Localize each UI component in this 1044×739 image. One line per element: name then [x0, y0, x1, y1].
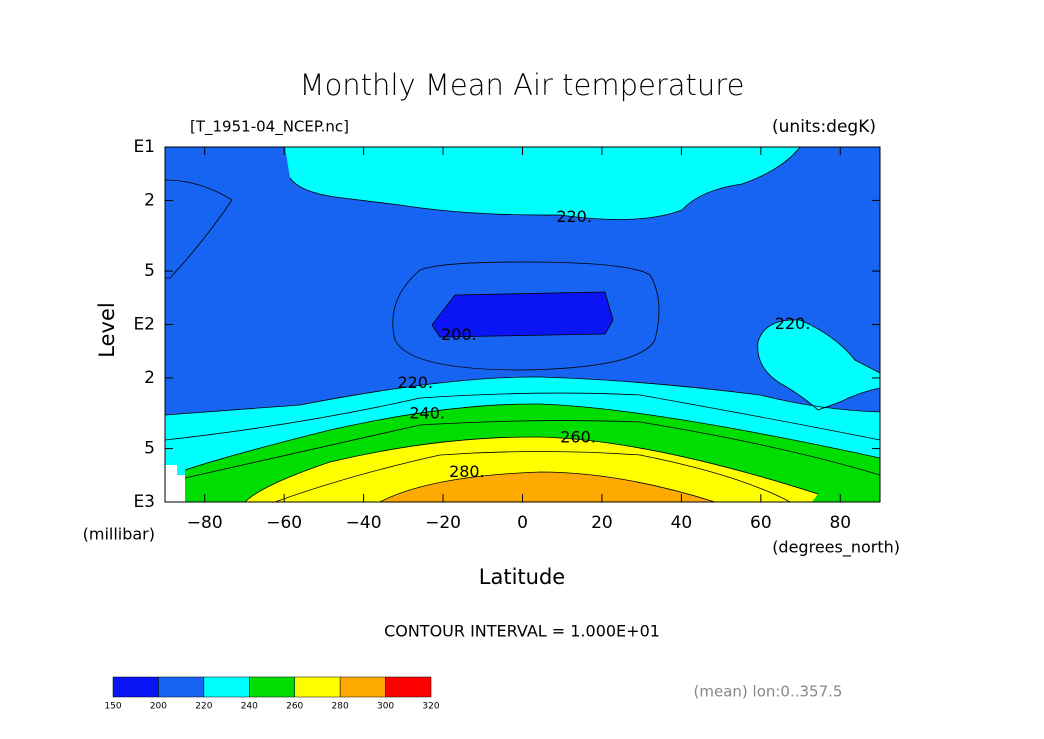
contour-line	[244, 436, 819, 503]
contour-region	[757, 319, 880, 410]
y-tick-label: E2	[133, 315, 155, 335]
contour-region	[432, 292, 613, 337]
contour-line	[164, 179, 233, 279]
contour-region	[245, 436, 818, 502]
colorbar-label: 150	[104, 702, 121, 712]
contour-line	[164, 392, 881, 441]
x-tick-label: 0	[517, 513, 528, 533]
colorbar-swatch	[158, 676, 205, 698]
x-tick-label: 80	[829, 513, 851, 533]
colorbar-swatch	[385, 676, 432, 698]
x-tick-label: 60	[750, 513, 772, 533]
contour-line	[164, 376, 881, 416]
y-tick-label: E3	[133, 492, 155, 512]
y-tick-label: E1	[133, 137, 155, 157]
colorbar-label: 320	[422, 702, 439, 712]
colorbar-label: 280	[332, 702, 349, 712]
x-tick-label: −40	[346, 513, 382, 533]
contour-region	[285, 147, 800, 220]
y-axis-label: Level	[95, 302, 119, 357]
contour-line	[289, 146, 801, 220]
x-tick-label: 20	[591, 513, 613, 533]
subtitle-right: (units:degK)	[772, 117, 876, 137]
x-tick-label: −20	[425, 513, 461, 533]
x-axis-label: Latitude	[479, 565, 565, 589]
note: (mean) lon:0..357.5	[694, 683, 843, 701]
contour-label: 200.	[441, 325, 477, 344]
colorbar-label: 220	[195, 702, 212, 712]
subtitle-left: [T_1951-04_NCEP.nc]	[190, 118, 349, 137]
x-units: (degrees_north)	[772, 538, 900, 558]
colorbar-swatch	[112, 676, 159, 698]
y-tick-label: 2	[144, 368, 155, 388]
colorbar-label: 200	[150, 702, 167, 712]
plot-area	[164, 146, 881, 503]
y-tick-label: 5	[144, 439, 155, 459]
colorbar-label: 240	[241, 702, 258, 712]
contour-label: 220.	[556, 207, 592, 226]
contour-line	[431, 291, 614, 338]
contour-line	[274, 451, 791, 503]
x-tick-label: −60	[266, 513, 302, 533]
contour-line	[184, 420, 881, 479]
contour-line	[379, 471, 716, 503]
colorbar-swatch	[249, 676, 295, 698]
contour-label: 220.	[397, 373, 433, 392]
missing-data	[165, 465, 185, 502]
colorbar-swatch	[339, 676, 386, 698]
contour-region	[380, 472, 715, 502]
colorbar-label: 300	[377, 702, 394, 712]
contour-line	[757, 319, 881, 411]
colorbar-label: 260	[286, 702, 303, 712]
contour-line	[184, 403, 881, 471]
contour-label: 260.	[560, 427, 596, 446]
y-tick-label: 5	[144, 261, 155, 281]
contour-label: 220.	[775, 314, 811, 333]
contour-label: 240.	[409, 404, 445, 423]
x-tick-label: 40	[671, 513, 693, 533]
chart-title: Monthly Mean Air temperature	[300, 68, 745, 102]
colorbar-swatch	[294, 676, 341, 698]
colorbar-swatch	[203, 676, 250, 698]
y-units: (millibar)	[83, 525, 155, 544]
x-tick-label: −80	[187, 513, 223, 533]
contour-line	[392, 261, 660, 371]
y-tick-label: 2	[144, 190, 155, 210]
contour-label: 280.	[449, 462, 485, 481]
footer: CONTOUR INTERVAL = 1.000E+01	[384, 622, 660, 641]
